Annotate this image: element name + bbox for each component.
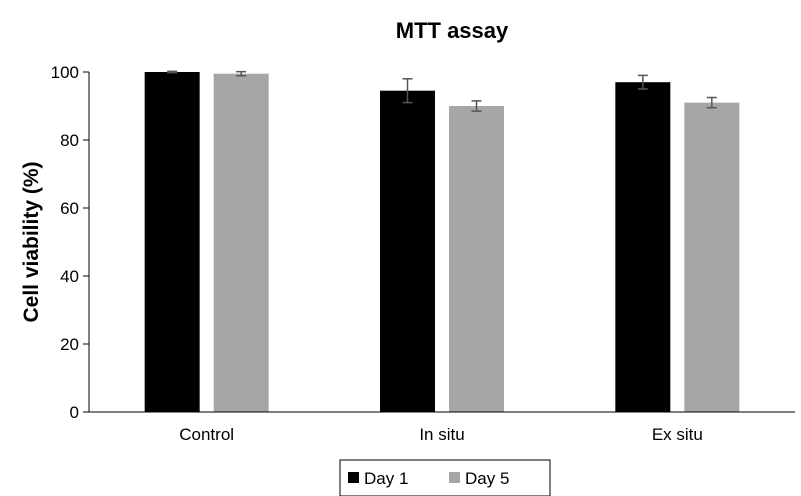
y-tick-label: 40 [60,267,79,286]
x-tick-label: Control [179,425,234,444]
legend-box [339,459,551,496]
y-tick-label: 0 [70,403,79,422]
bars-group [144,72,740,412]
y-tick-label: 60 [60,199,79,218]
x-axis: Control In situ Ex situ [89,411,795,444]
bar [144,72,200,412]
x-tick-label: Ex situ [652,425,703,444]
y-axis-label: Cell viability (%) [20,161,43,322]
y-tick-label: 20 [60,335,79,354]
error-bars-group [167,70,717,112]
legend-swatch [449,472,460,483]
y-tick-label: 80 [60,131,79,150]
y-tick-label: 100 [51,63,79,82]
bar [213,73,269,412]
bar [615,82,671,412]
legend-label: Day 5 [465,469,509,488]
legend-swatch [348,472,359,483]
bar [380,90,435,412]
chart-title: MTT assay [396,18,509,43]
y-axis: 0 20 40 60 80 100 [51,63,90,422]
bar [449,106,504,412]
bar [684,102,740,412]
legend: Day 1 Day 5 [339,459,551,496]
legend-label: Day 1 [364,469,408,488]
x-tick-label: In situ [419,425,464,444]
